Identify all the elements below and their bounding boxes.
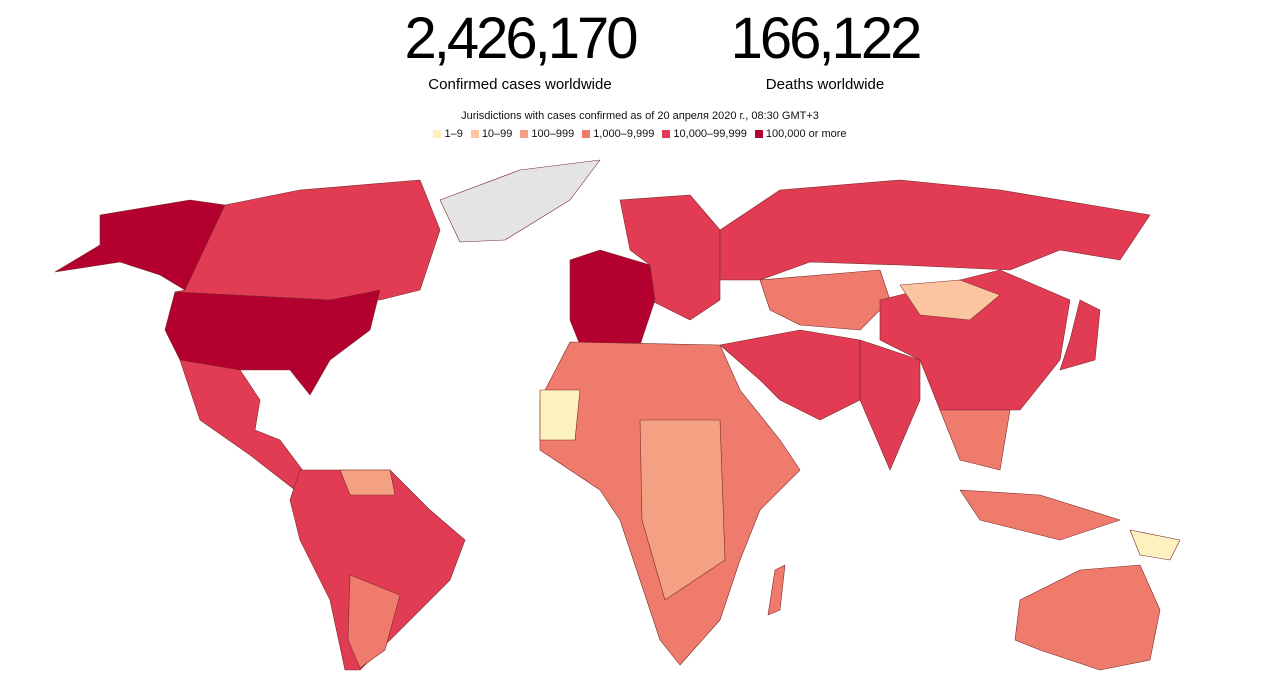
legend-item: 10–99 — [470, 128, 513, 140]
kazakhstan — [759, 269, 891, 331]
eastern-europe — [619, 194, 721, 321]
middle-east — [719, 329, 861, 421]
legend-swatch — [520, 130, 529, 138]
legend-label: 10,000–99,999 — [673, 128, 747, 140]
subtitle: Jurisdictions with cases confirmed as of… — [461, 110, 819, 122]
indonesia — [959, 489, 1121, 541]
stat: 166,122 Deaths worldwide — [665, 4, 985, 93]
legend-label: 1,000–9,999 — [593, 128, 655, 140]
stat-value: 2,426,170 — [404, 6, 638, 71]
legend: 1–9 10–99 100–999 1,000–9,999 10,000–99,999 1… — [0, 128, 1280, 140]
legend-swatch — [433, 130, 442, 138]
mexico-central-america — [179, 359, 311, 491]
legend-swatch — [662, 130, 671, 138]
guianas — [339, 469, 396, 496]
legend-item: 100,000 or more — [754, 128, 847, 140]
stat: 2,426,170 Confirmed cases worldwide — [360, 4, 680, 93]
russia — [719, 179, 1151, 281]
canada — [174, 179, 441, 301]
stat-value: 166,122 — [730, 6, 923, 71]
india — [859, 339, 921, 471]
legend-swatch — [582, 130, 591, 138]
mongolia — [899, 279, 1001, 321]
western-europe — [569, 249, 656, 346]
legend-item: 1,000–9,999 — [582, 128, 654, 140]
legend-swatch — [470, 130, 479, 138]
legend-label: 10–99 — [481, 128, 513, 140]
southeast-asia — [939, 409, 1011, 471]
legend-item: 10,000–99,999 — [662, 128, 747, 140]
australia — [1014, 564, 1161, 671]
legend-label: 100–999 — [531, 128, 575, 140]
alaska — [54, 199, 226, 291]
legend-label: 1–9 — [444, 128, 463, 140]
argentina — [347, 574, 401, 669]
legend-item: 100–999 — [520, 128, 574, 140]
greenland — [439, 159, 601, 243]
japan — [1059, 299, 1101, 371]
legend-swatch — [754, 130, 763, 138]
stat-label: Confirmed cases worldwide — [428, 76, 612, 93]
stat-label: Deaths worldwide — [765, 76, 885, 93]
legend-item: 1–9 — [433, 128, 463, 140]
madagascar — [767, 564, 786, 616]
western-sahara — [539, 389, 581, 441]
central-africa — [639, 419, 726, 601]
papua-new-guinea — [1129, 529, 1181, 561]
legend-label: 100,000 or more — [765, 128, 847, 140]
